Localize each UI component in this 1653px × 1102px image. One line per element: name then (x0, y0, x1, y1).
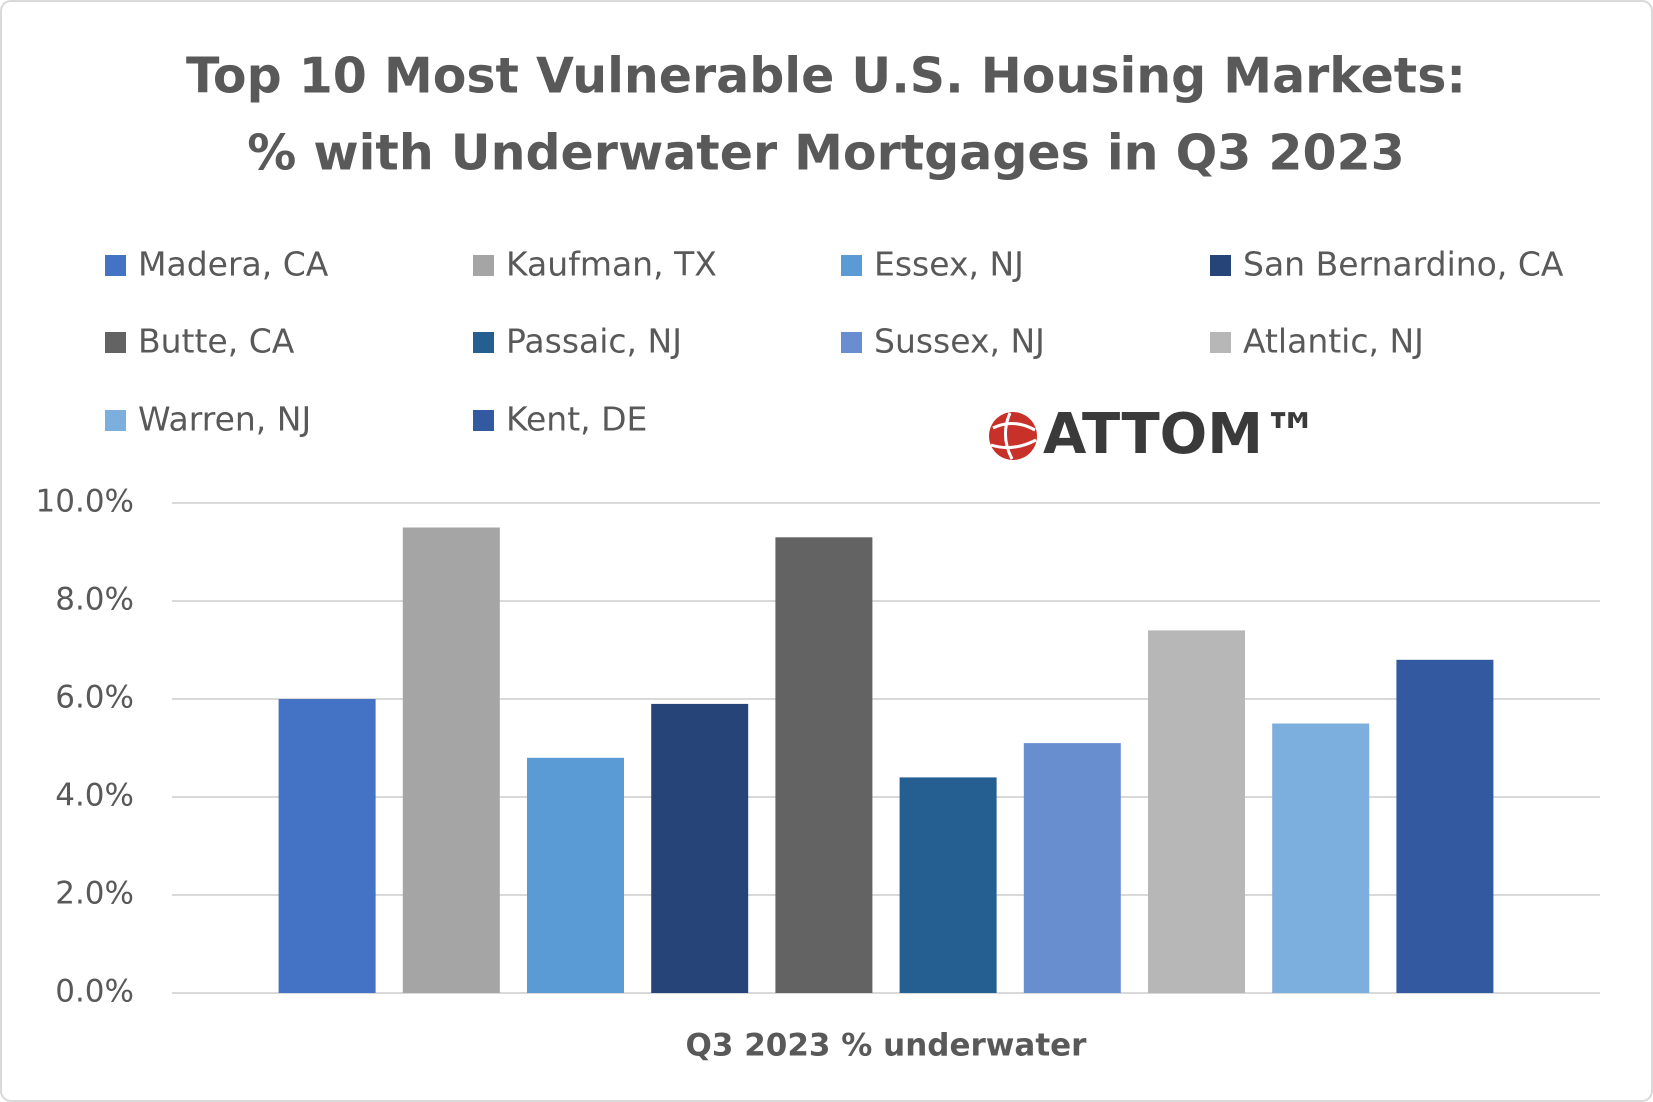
bar (651, 703, 749, 993)
bar (775, 537, 873, 993)
x-axis-label: Q3 2023 % underwater (686, 1028, 1088, 1064)
legend-swatch (1210, 332, 1231, 353)
legend-swatch (105, 255, 126, 276)
legend-swatch (473, 255, 494, 276)
legend-label: Madera, CA (138, 245, 329, 284)
legend-swatch (105, 410, 126, 431)
y-tick-label: 2.0% (55, 876, 134, 912)
legend-label: Butte, CA (138, 322, 295, 361)
logo-icon (989, 412, 1037, 460)
bar (278, 699, 376, 993)
y-tick-label: 8.0% (55, 582, 134, 618)
legend-label: Kaufman, TX (506, 245, 717, 284)
y-tick-label: 0.0% (55, 974, 134, 1010)
chart-title: % with Underwater Mortgages in Q3 2023 (247, 125, 1405, 182)
legend-label: Passaic, NJ (506, 322, 682, 361)
bar (1023, 743, 1121, 993)
legend-label: Atlantic, NJ (1243, 322, 1424, 361)
bar (899, 777, 997, 993)
bar (1148, 630, 1245, 993)
y-tick-label: 6.0% (55, 680, 134, 716)
legend-label: San Bernardino, CA (1243, 245, 1564, 284)
bar (527, 757, 624, 993)
logo: ATTOM™ (989, 402, 1319, 467)
legend-label: Sussex, NJ (874, 322, 1045, 361)
chart-title: Top 10 Most Vulnerable U.S. Housing Mark… (186, 48, 1466, 105)
y-tick-label: 4.0% (55, 778, 134, 814)
bar (402, 527, 500, 993)
legend-swatch (1210, 255, 1231, 276)
legend-swatch (105, 332, 126, 353)
legend-label: Warren, NJ (138, 400, 311, 439)
legend-swatch (841, 332, 862, 353)
bar (1396, 659, 1494, 993)
legend-swatch (841, 255, 862, 276)
bar (1272, 723, 1370, 993)
y-tick-label: 10.0% (36, 484, 134, 520)
legend-swatch (473, 332, 494, 353)
logo-text: ATTOM™ (1043, 402, 1319, 467)
legend-swatch (473, 410, 494, 431)
legend-label: Kent, DE (506, 400, 647, 439)
legend-label: Essex, NJ (874, 245, 1024, 284)
logo-icon-lines (990, 412, 1037, 460)
